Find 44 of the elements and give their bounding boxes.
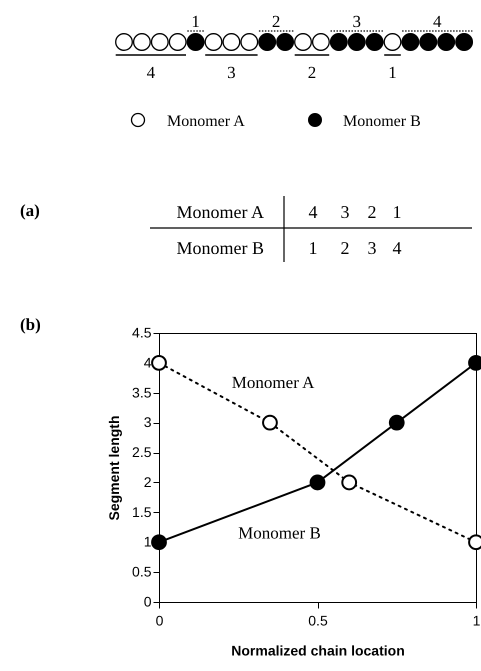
text: 3	[340, 202, 350, 222]
text: 3	[227, 63, 236, 82]
y-tick-label: 4.5	[132, 324, 152, 340]
text: Monomer B	[343, 113, 421, 130]
text: 2	[308, 63, 316, 82]
y-tick-label: 2.5	[132, 444, 152, 460]
text: 3	[352, 12, 361, 31]
y-tick-label: 4	[144, 354, 152, 370]
x-axis-title: Normalized chain location	[231, 642, 405, 658]
text: Monomer A	[167, 113, 246, 130]
text: 2	[340, 238, 350, 258]
text: (b)	[20, 315, 41, 334]
series-label: Monomer B	[238, 523, 321, 542]
point	[310, 474, 326, 490]
text: 4	[308, 202, 318, 222]
text: 4	[433, 12, 442, 31]
point	[262, 414, 278, 431]
text: 1	[191, 12, 200, 31]
series-label: Monomer A	[232, 373, 316, 392]
y-tick-label: 0.5	[132, 564, 152, 580]
text: 2	[272, 12, 280, 31]
text: (a)	[20, 201, 40, 220]
text: 1	[388, 63, 397, 82]
y-tick-label: 0	[144, 594, 152, 610]
text: 1	[392, 202, 402, 222]
text: 2	[368, 202, 376, 222]
point	[341, 474, 358, 490]
y-tick-label: 3	[144, 414, 152, 430]
x-tick-label: 1	[472, 612, 481, 628]
point	[151, 534, 167, 550]
point	[151, 355, 167, 371]
text: 1	[308, 238, 318, 258]
x-tick-label: 0.5	[308, 612, 328, 628]
text: Monomer B	[176, 238, 264, 258]
y-tick-label: 2	[144, 474, 152, 490]
y-axis-title: Segment length	[106, 415, 122, 521]
point	[388, 414, 405, 431]
x-tick-label: 0	[156, 612, 164, 628]
y-tick-label: 1.5	[132, 504, 152, 520]
y-tick-label: 1	[144, 534, 152, 550]
y-tick-label: 3.5	[132, 384, 152, 400]
text: 3	[368, 238, 376, 258]
text: 4	[392, 238, 402, 258]
text: Monomer A	[176, 202, 264, 222]
